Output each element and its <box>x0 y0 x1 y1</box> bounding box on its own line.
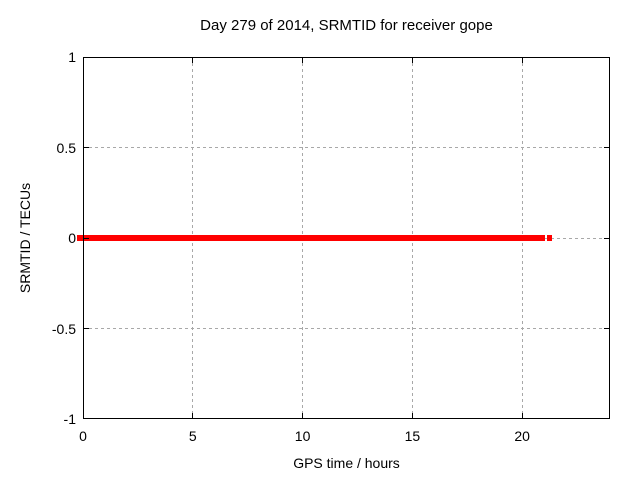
tick-y-right-0.5 <box>604 147 609 148</box>
x-tick-label-0: 0 <box>79 428 87 444</box>
tick-x-bottom-10 <box>302 413 304 418</box>
chart-title: Day 279 of 2014, SRMTID for receiver gop… <box>200 17 493 34</box>
tick-y-left--0.5 <box>84 328 89 329</box>
tick-x-bottom-15 <box>411 413 413 418</box>
plot-border <box>83 57 610 419</box>
x-tick-label-10: 10 <box>294 428 311 444</box>
tick-x-top-20 <box>521 58 523 63</box>
plot-area <box>77 57 610 419</box>
tick-y-left-0.5 <box>84 147 89 148</box>
x-tick-label-20: 20 <box>514 428 530 444</box>
tick-y-right-0 <box>604 237 609 239</box>
y-tick-label--1: -1 <box>63 411 76 427</box>
y-tick-label-0.5: 0.5 <box>56 139 76 156</box>
x-tick-label-15: 15 <box>404 428 421 444</box>
series-srmtid-segment-0 <box>77 235 546 241</box>
tick-y-left-0 <box>84 237 89 239</box>
gridline-y-0.5 <box>83 147 610 148</box>
tick-x-top-15 <box>411 58 413 63</box>
series-srmtid-segment-1 <box>547 235 552 241</box>
gridline-y--0.5 <box>83 328 610 329</box>
tick-x-top-5 <box>192 58 194 63</box>
tick-x-bottom-5 <box>192 413 194 418</box>
tick-x-top-10 <box>302 58 304 63</box>
tick-x-bottom-20 <box>521 413 523 418</box>
y-tick-label-1: 1 <box>68 49 76 65</box>
x-tick-label-5: 5 <box>188 428 197 444</box>
tick-y-right--0.5 <box>604 328 609 329</box>
y-tick-label-0: 0 <box>68 230 76 246</box>
x-axis-label: GPS time / hours <box>293 455 400 471</box>
y-tick-label--0.5: -0.5 <box>51 320 76 337</box>
